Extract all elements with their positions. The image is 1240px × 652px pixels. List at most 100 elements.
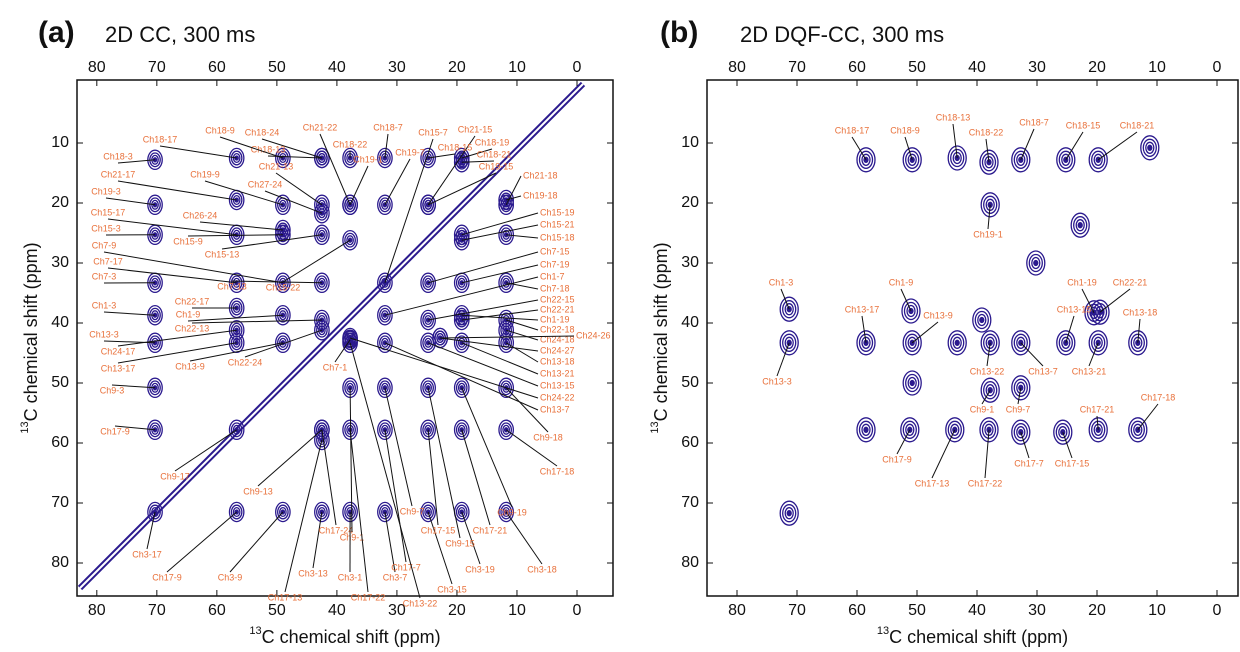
x-tick-label: 50: [908, 602, 926, 619]
peak-contour: [779, 330, 799, 356]
peak-contour: [979, 417, 999, 443]
peak-contour: [453, 147, 470, 169]
peak-contour: [314, 202, 330, 224]
peak-contour-inner: [979, 316, 985, 324]
peak-contour-inner: [786, 510, 792, 517]
peak-label: Ch18-17: [143, 134, 178, 144]
peak-contour: [1088, 417, 1108, 443]
peak-contour: [856, 417, 876, 443]
peak-label: Ch9-18: [533, 432, 563, 442]
peak-label: Ch21-18: [523, 170, 558, 180]
peak-contour-inner: [381, 506, 389, 518]
peak-contour-inner: [424, 314, 432, 326]
leader-line: [384, 429, 407, 563]
peak-contour-inner: [1016, 336, 1026, 349]
peak-contour-inner: [457, 235, 466, 246]
leader-line: [427, 429, 439, 526]
peak-contour-inner: [316, 205, 328, 221]
peak-contour: [980, 330, 1000, 356]
leader-line: [851, 136, 867, 161]
x-tick-label-top: 60: [208, 59, 226, 76]
peak-contour-inner: [952, 336, 962, 349]
leader-line: [384, 511, 396, 573]
peak-contour-inner: [149, 197, 161, 213]
peak-contour-inner: [457, 277, 466, 288]
leader-line: [1088, 342, 1099, 367]
leader-line: [461, 387, 513, 508]
peak-label: Ch9-1: [970, 404, 995, 414]
peak-label: Ch9-1: [340, 532, 365, 542]
peak-label: Ch13-9: [923, 310, 953, 320]
leader-line: [384, 158, 411, 206]
leader-line: [244, 329, 323, 358]
peak-label: Ch18-21: [477, 149, 512, 159]
leader-line: [461, 212, 539, 236]
peak-contour: [901, 298, 921, 324]
peak-contour: [902, 147, 922, 173]
peak-label: Ch22-21: [1113, 277, 1148, 287]
peak-label: Ch3-18: [527, 564, 557, 574]
leader-line: [221, 234, 322, 250]
leader-line: [114, 425, 156, 431]
peak-contour-inner: [277, 335, 289, 351]
peak-contour: [420, 377, 436, 399]
peak-contour: [945, 417, 965, 443]
peak-contour-inner: [230, 504, 243, 520]
peak-contour-inner: [858, 420, 874, 439]
leader-line: [257, 429, 323, 487]
peak-label: Ch3-15: [437, 584, 467, 594]
peak-contour-inner: [784, 336, 794, 349]
peak-contour-inner: [379, 504, 391, 520]
leader-line: [284, 439, 323, 593]
peak-label: Ch22-17: [175, 296, 210, 306]
peak-contour-inner: [455, 380, 468, 396]
peak-label: Ch13-15: [1057, 304, 1092, 314]
peak-contour: [420, 147, 436, 169]
peak-label: Ch18-22: [969, 127, 1004, 137]
peak-contour-inner: [983, 333, 998, 352]
leader-line: [1065, 315, 1075, 343]
peak-contour: [377, 194, 393, 216]
peak-contour: [314, 501, 330, 523]
peak-contour-inner: [318, 506, 326, 518]
peak-contour-inner: [907, 376, 917, 390]
peak-contour-inner: [981, 420, 997, 439]
peak-label: Ch24-22: [540, 392, 575, 402]
leader-line: [1020, 342, 1044, 367]
peak-label: Ch18-22: [333, 139, 368, 149]
leader-line: [261, 138, 323, 159]
peak-contour-inner: [379, 150, 391, 166]
peak-contour-inner: [500, 275, 513, 291]
peak-contour-inner: [422, 504, 434, 520]
peak-label: Ch18-24: [245, 127, 280, 137]
peak-contour: [1026, 250, 1046, 276]
peak-contour-inner: [907, 153, 917, 166]
peak-contour: [1053, 419, 1073, 445]
peak-contour-inner: [344, 330, 356, 346]
peak-contour: [1011, 419, 1031, 445]
leader-line: [107, 218, 237, 236]
peak-contour-inner: [500, 312, 513, 328]
peak-contour-inner: [1142, 138, 1157, 157]
peak-contour-inner: [1033, 259, 1039, 267]
peak-contour-inner: [279, 199, 287, 210]
peak-label: Ch7-9: [92, 240, 117, 250]
peak-label: Ch13-3: [762, 376, 792, 386]
peak-contour-inner: [232, 194, 241, 206]
x-tick-label: 0: [573, 602, 582, 619]
y-axis-label-text: C chemical shift (ppm): [21, 242, 41, 421]
peak-label: Ch13-17: [101, 363, 136, 373]
peak-contour-inner: [983, 195, 998, 214]
leader-line: [506, 282, 539, 290]
peak-contour-inner: [279, 152, 287, 164]
leader-line: [107, 267, 237, 284]
peak-contour-inner: [381, 199, 389, 210]
peak-contour: [377, 332, 393, 354]
x-tick-label-top: 10: [508, 59, 526, 76]
leader-line: [231, 280, 322, 284]
leader-line: [146, 511, 156, 550]
peak-contour: [453, 419, 470, 441]
peak-contour-inner: [1073, 216, 1088, 235]
peak-contour: [342, 327, 358, 349]
x-tick-label: 20: [1088, 602, 1106, 619]
